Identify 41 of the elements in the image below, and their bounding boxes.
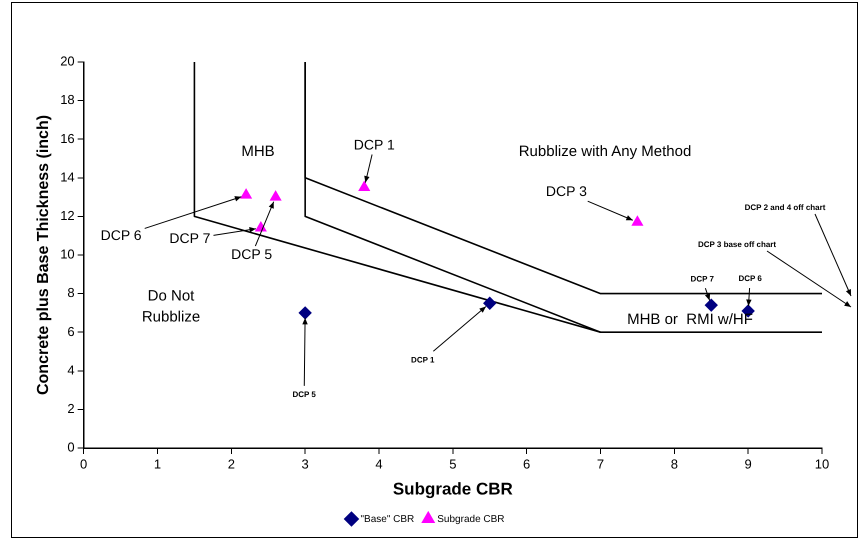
legend-label: "Base" CBR: [360, 514, 414, 525]
annotation: DCP 2 and 4 off chart: [744, 203, 826, 212]
annotation: DCP 7: [690, 274, 715, 284]
x-tick-label: 5: [449, 456, 456, 472]
annotation: DCP 5: [231, 246, 272, 262]
y-tick-label: 0: [67, 440, 75, 455]
annotation: MHB or RMI w/HF: [627, 311, 753, 328]
annotation: MHB: [241, 143, 275, 160]
annotation: DCP 3: [546, 183, 588, 200]
x-tick-label: 7: [596, 456, 604, 472]
x-tick-label: 2: [228, 456, 235, 472]
y-tick-label: 12: [60, 208, 75, 223]
annotation: DCP 6: [738, 274, 762, 284]
y-tick-label: 20: [60, 54, 75, 69]
annotation: DCP 1: [411, 355, 436, 364]
x-tick-label: 8: [670, 456, 678, 472]
y-tick-label: 4: [67, 362, 75, 378]
y-tick-label: 14: [60, 169, 75, 184]
annotation: DCP 3 base off chart: [698, 240, 776, 250]
x-tick-label: 3: [302, 456, 309, 472]
y-tick-label: 2: [67, 400, 75, 416]
x-tick-label: 10: [814, 456, 830, 472]
annotation: Rubblize with Any Method: [518, 143, 692, 160]
legend-label: Subgrade CBR: [437, 514, 505, 525]
annotation: DCP 6: [100, 227, 142, 244]
x-tick-label: 1: [154, 456, 162, 472]
annotation: Do Not Rubblize: [142, 288, 200, 326]
x-tick-label: 4: [375, 456, 383, 472]
x-tick-label: 9: [744, 456, 752, 472]
y-tick-label: 10: [60, 246, 75, 262]
annotation: DCP 1: [354, 136, 395, 152]
y-tick-label: 6: [67, 324, 75, 339]
y-axis-title: Concrete plus Base Thickness (inch): [35, 114, 52, 396]
x-tick-label: 6: [523, 456, 530, 472]
y-tick-label: 18: [60, 92, 75, 108]
y-tick-label: 16: [60, 130, 75, 146]
annotation: DCP 5: [292, 390, 316, 400]
x-axis-title: Subgrade CBR: [392, 479, 513, 498]
x-tick-label: 0: [80, 456, 88, 472]
y-tick-label: 8: [67, 285, 75, 300]
annotation: DCP 7: [169, 230, 211, 246]
